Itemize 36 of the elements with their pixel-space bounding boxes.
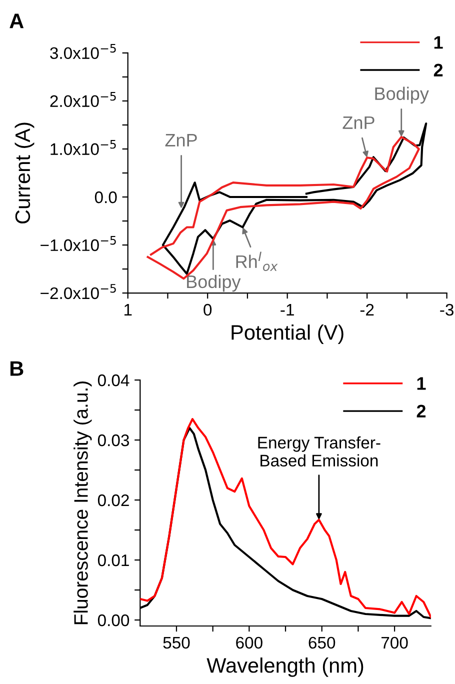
- chart-title: A: [10, 14, 24, 28]
- annotation: Bodipy: [375, 86, 429, 104]
- y-tick-label: 2.0x10$^{−5}$: [50, 92, 116, 108]
- x-tick-label: 1: [124, 304, 132, 316]
- y-tick-label: 0.0: [94, 191, 117, 204]
- x-tick-label: -3: [440, 304, 454, 316]
- y-tick-label: 0.01: [98, 554, 129, 566]
- legend-label: 2: [434, 64, 443, 76]
- x-tick-label: 0: [204, 304, 212, 316]
- x-tick-label: 650: [308, 636, 336, 649]
- x-axis-title: Potential (V): [232, 324, 344, 344]
- x-tick-label: 600: [236, 636, 262, 649]
- y-tick-label: 0.04: [98, 374, 130, 386]
- y-axis-title: Fluorescence Intensity (a.u.): [74, 382, 92, 624]
- annotation: Bodipy: [187, 274, 241, 292]
- y-tick-label: −1.0x10$^{−5}$: [40, 236, 116, 252]
- y-tick-label: 0.03: [98, 434, 129, 446]
- annotation: ZnP: [342, 116, 374, 129]
- y-tick-label: 3.0x10$^{−5}$: [50, 44, 116, 60]
- y-tick-label: −2.0x10$^{−5}$: [40, 284, 116, 300]
- legend-label: 2: [416, 404, 426, 418]
- annotation: ZnP: [165, 134, 197, 146]
- annotation: Energy Transfer- Based Emission: [258, 436, 380, 467]
- x-tick-label: -2: [360, 304, 374, 316]
- annotation: Rh$^{I}$$_{ox}$: [236, 252, 278, 272]
- legend-label: 1: [417, 377, 426, 390]
- chart-title: B: [10, 361, 24, 376]
- x-tick-label: 550: [163, 636, 190, 649]
- x-tick-label: -1: [280, 304, 294, 316]
- y-tick-label: 1.0x10$^{−5}$: [50, 140, 116, 156]
- x-axis-title: Wavelength (nm): [206, 658, 364, 677]
- y-axis-title: Current (A): [14, 122, 34, 224]
- y-tick-label: 0.00: [98, 614, 130, 626]
- legend-label: 1: [434, 36, 443, 49]
- x-tick-label: 700: [381, 636, 408, 649]
- y-tick-label: 0.02: [98, 494, 129, 506]
